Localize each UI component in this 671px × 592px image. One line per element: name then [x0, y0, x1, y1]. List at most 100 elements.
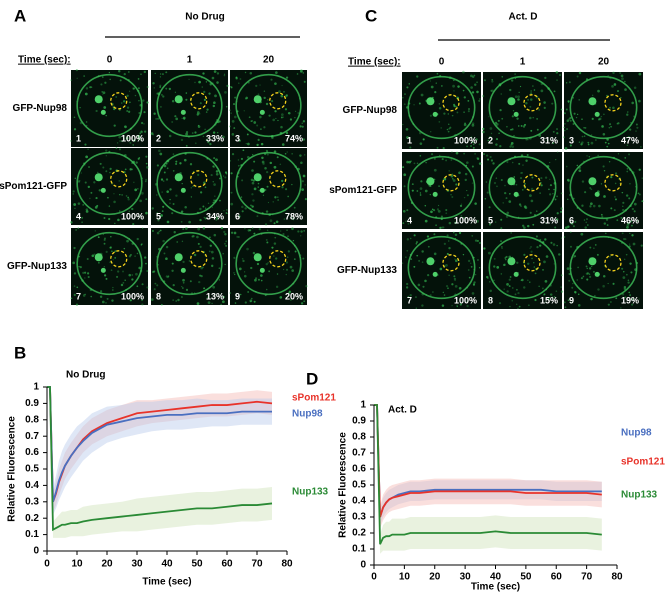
speckle	[624, 296, 627, 299]
speckle	[250, 297, 253, 300]
speckle	[498, 302, 502, 305]
speckle	[566, 128, 568, 130]
micrograph-cell: 8 15%	[483, 232, 564, 310]
micrograph	[402, 232, 481, 309]
speckle	[578, 141, 581, 143]
speckle	[424, 219, 428, 223]
speckle	[583, 135, 586, 137]
speckle	[119, 79, 122, 82]
speckle	[573, 112, 576, 115]
speckle	[212, 285, 216, 289]
cell-index: 8	[488, 295, 493, 305]
speckle	[508, 278, 511, 281]
speckle	[487, 139, 490, 142]
speckle	[551, 102, 554, 105]
speckle	[504, 257, 507, 259]
speckle	[248, 116, 251, 119]
micrograph	[71, 148, 148, 225]
speckle	[196, 111, 200, 114]
speckle	[289, 265, 293, 269]
nucleolus	[594, 191, 600, 197]
speckle	[635, 123, 638, 126]
speckle	[225, 240, 228, 243]
speckle	[563, 112, 566, 115]
speckle	[280, 125, 283, 129]
speckle	[530, 250, 533, 253]
speckle	[222, 175, 225, 177]
speckle	[301, 125, 304, 128]
speckle	[241, 179, 244, 182]
speckle	[476, 239, 479, 242]
speckle	[175, 117, 178, 121]
cell-index: 4	[407, 215, 412, 225]
speckle	[152, 82, 155, 85]
speckle	[587, 143, 590, 146]
x-tick-label: 50	[191, 559, 203, 570]
speckle	[182, 281, 185, 284]
speckle	[482, 127, 485, 131]
speckle	[182, 287, 184, 289]
speckle	[114, 257, 117, 259]
nucleolus	[259, 187, 265, 193]
speckle	[415, 307, 417, 309]
speckle	[273, 165, 277, 169]
micrograph	[230, 70, 307, 147]
x-tick-label: 30	[460, 572, 472, 583]
cell-index: 4	[76, 211, 81, 221]
speckle	[235, 76, 238, 79]
micrograph-cell: 7 100%	[70, 227, 149, 306]
speckle	[616, 89, 620, 93]
speckle	[105, 170, 108, 173]
speckle	[523, 253, 526, 256]
speckle	[415, 242, 418, 245]
speckle	[229, 109, 231, 111]
speckle	[265, 238, 268, 241]
speckle	[552, 130, 555, 133]
speckle	[418, 259, 421, 262]
series-line	[47, 386, 272, 503]
speckle	[151, 207, 154, 210]
speckle	[75, 228, 78, 231]
speckle	[243, 110, 245, 112]
speckle	[206, 108, 209, 111]
speckle	[598, 204, 601, 208]
speckle	[556, 212, 559, 215]
speckle	[160, 214, 163, 217]
speckle	[632, 242, 636, 246]
x-tick-label: 80	[281, 559, 293, 570]
speckle	[476, 157, 480, 161]
speckle	[297, 230, 300, 233]
speckle	[567, 179, 571, 183]
series-label: Nup98	[292, 409, 323, 420]
speckle	[552, 243, 556, 246]
speckle	[564, 306, 567, 309]
speckle	[292, 239, 295, 242]
speckle	[295, 110, 297, 113]
speckle	[594, 244, 597, 246]
speckle	[165, 245, 169, 249]
speckle	[416, 162, 419, 165]
speckle	[410, 237, 412, 240]
speckle	[448, 123, 450, 125]
speckle	[431, 291, 434, 293]
speckle	[510, 232, 512, 234]
panel-letter: C	[365, 6, 377, 25]
speckle	[608, 161, 611, 163]
speckle	[580, 143, 583, 146]
speckle	[588, 156, 591, 158]
speckle	[273, 150, 277, 153]
speckle	[529, 105, 532, 108]
speckle	[506, 161, 509, 164]
speckle	[529, 194, 532, 198]
speckle	[594, 295, 596, 297]
speckle	[156, 92, 159, 95]
speckle	[128, 255, 132, 258]
speckle	[257, 182, 260, 185]
speckle	[404, 93, 406, 96]
speckle	[626, 226, 629, 229]
speckle	[508, 285, 511, 288]
micrograph-cell: 3 74%	[229, 69, 307, 147]
speckle	[564, 146, 568, 150]
y-tick-label: 0.7	[352, 448, 366, 459]
speckle	[542, 269, 544, 271]
